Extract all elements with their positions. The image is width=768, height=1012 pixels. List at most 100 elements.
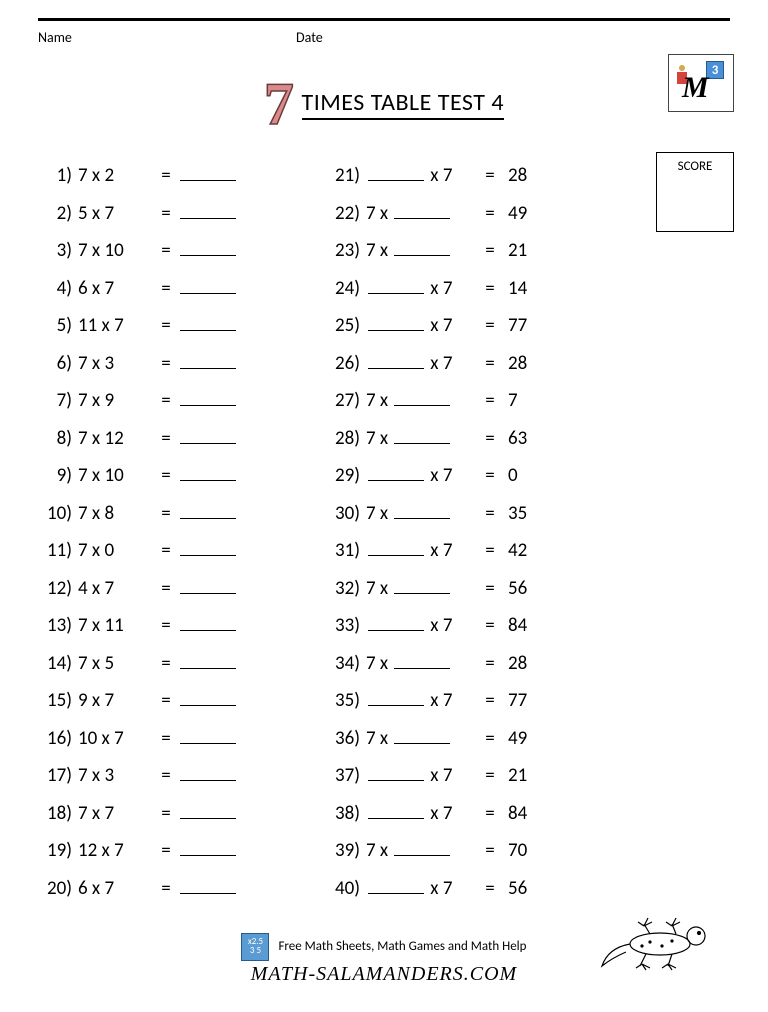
problem-expression: 7 x bbox=[366, 427, 478, 450]
problem-expression: 7 x 10 bbox=[78, 239, 154, 262]
problem-result: 42 bbox=[502, 539, 527, 562]
problem-result: 14 bbox=[502, 277, 527, 300]
problem-expression: 6 x 7 bbox=[78, 277, 154, 300]
problem-expression: x 7 bbox=[366, 764, 478, 787]
factor-blank[interactable] bbox=[394, 577, 450, 594]
problem-number: 31) bbox=[326, 539, 366, 562]
factor-blank[interactable] bbox=[368, 539, 424, 556]
answer-blank[interactable] bbox=[180, 727, 236, 744]
problem-number: 3) bbox=[38, 239, 78, 262]
answer-blank[interactable] bbox=[180, 802, 236, 819]
problem-expression: 7 x bbox=[366, 202, 478, 225]
problem-number: 25) bbox=[326, 314, 366, 337]
factor-blank[interactable] bbox=[368, 614, 424, 631]
answer-blank[interactable] bbox=[180, 352, 236, 369]
problem-expression: x 7 bbox=[366, 164, 478, 187]
problem-row: 26) x 7=28 bbox=[326, 352, 646, 390]
problem-expression: 7 x bbox=[366, 389, 478, 412]
problem-row: 8)7 x 12= bbox=[38, 427, 318, 465]
answer-blank[interactable] bbox=[180, 239, 236, 256]
equals-sign: = bbox=[154, 877, 178, 900]
factor-blank[interactable] bbox=[368, 764, 424, 781]
answer-blank[interactable] bbox=[180, 389, 236, 406]
factor-blank[interactable] bbox=[368, 352, 424, 369]
equals-sign: = bbox=[154, 727, 178, 750]
factor-blank[interactable] bbox=[368, 164, 424, 181]
answer-blank[interactable] bbox=[180, 277, 236, 294]
problem-row: 18)7 x 7= bbox=[38, 802, 318, 840]
answer-blank[interactable] bbox=[180, 652, 236, 669]
left-column: 1)7 x 2=2)5 x 7=3)7 x 10=4)6 x 7=5)11 x … bbox=[38, 164, 318, 914]
problem-number: 17) bbox=[38, 764, 78, 787]
answer-blank[interactable] bbox=[180, 427, 236, 444]
factor-blank[interactable] bbox=[394, 202, 450, 219]
problem-result: 77 bbox=[502, 689, 527, 712]
problem-row: 4)6 x 7= bbox=[38, 277, 318, 315]
factor-blank[interactable] bbox=[368, 464, 424, 481]
factor-blank[interactable] bbox=[394, 727, 450, 744]
answer-blank[interactable] bbox=[180, 202, 236, 219]
problem-row: 31) x 7=42 bbox=[326, 539, 646, 577]
factor-blank[interactable] bbox=[368, 314, 424, 331]
answer-blank[interactable] bbox=[180, 464, 236, 481]
problem-row: 14)7 x 5= bbox=[38, 652, 318, 690]
factor-blank[interactable] bbox=[394, 839, 450, 856]
factor-blank[interactable] bbox=[394, 502, 450, 519]
score-label: SCORE bbox=[678, 159, 713, 174]
equals-sign: = bbox=[478, 277, 502, 300]
problem-number: 19) bbox=[38, 839, 78, 862]
answer-blank[interactable] bbox=[180, 689, 236, 706]
right-column: 21) x 7=2822)7 x =4923)7 x =2124) x 7=14… bbox=[326, 164, 646, 914]
equals-sign: = bbox=[154, 802, 178, 825]
problem-expression: 7 x 10 bbox=[78, 464, 154, 487]
problem-result: 21 bbox=[502, 239, 527, 262]
answer-blank[interactable] bbox=[180, 577, 236, 594]
problem-number: 14) bbox=[38, 652, 78, 675]
problem-expression: 7 x 0 bbox=[78, 539, 154, 562]
answer-blank[interactable] bbox=[180, 764, 236, 781]
answer-blank[interactable] bbox=[180, 877, 236, 894]
answer-blank[interactable] bbox=[180, 314, 236, 331]
problem-row: 3)7 x 10= bbox=[38, 239, 318, 277]
problem-number: 11) bbox=[38, 539, 78, 562]
problem-expression: x 7 bbox=[366, 314, 478, 337]
equals-sign: = bbox=[478, 839, 502, 862]
equals-sign: = bbox=[478, 727, 502, 750]
problem-row: 13)7 x 11= bbox=[38, 614, 318, 652]
problem-number: 40) bbox=[326, 877, 366, 900]
factor-blank[interactable] bbox=[368, 877, 424, 894]
problem-row: 11)7 x 0= bbox=[38, 539, 318, 577]
answer-blank[interactable] bbox=[180, 839, 236, 856]
problem-number: 32) bbox=[326, 577, 366, 600]
equals-sign: = bbox=[154, 614, 178, 637]
problem-expression: 7 x bbox=[366, 577, 478, 600]
factor-blank[interactable] bbox=[394, 427, 450, 444]
problem-row: 15)9 x 7= bbox=[38, 689, 318, 727]
factor-blank[interactable] bbox=[368, 277, 424, 294]
title-number: 7 bbox=[264, 74, 294, 134]
answer-blank[interactable] bbox=[180, 539, 236, 556]
problem-number: 4) bbox=[38, 277, 78, 300]
problem-row: 29) x 7=0 bbox=[326, 464, 646, 502]
answer-blank[interactable] bbox=[180, 502, 236, 519]
factor-blank[interactable] bbox=[368, 689, 424, 706]
name-label: Name bbox=[38, 29, 296, 46]
score-box[interactable]: SCORE bbox=[656, 152, 734, 232]
problem-expression: 6 x 7 bbox=[78, 877, 154, 900]
factor-blank[interactable] bbox=[394, 389, 450, 406]
factor-blank[interactable] bbox=[394, 652, 450, 669]
factor-blank[interactable] bbox=[368, 802, 424, 819]
answer-blank[interactable] bbox=[180, 164, 236, 181]
factor-blank[interactable] bbox=[394, 239, 450, 256]
problem-number: 7) bbox=[38, 389, 78, 412]
equals-sign: = bbox=[478, 689, 502, 712]
problem-result: 28 bbox=[502, 352, 527, 375]
problem-row: 35) x 7=77 bbox=[326, 689, 646, 727]
problem-number: 8) bbox=[38, 427, 78, 450]
equals-sign: = bbox=[478, 877, 502, 900]
answer-blank[interactable] bbox=[180, 614, 236, 631]
problem-number: 24) bbox=[326, 277, 366, 300]
salamander-icon bbox=[598, 908, 728, 978]
equals-sign: = bbox=[478, 502, 502, 525]
footer-tagline: Free Math Sheets, Math Games and Math He… bbox=[278, 939, 526, 954]
